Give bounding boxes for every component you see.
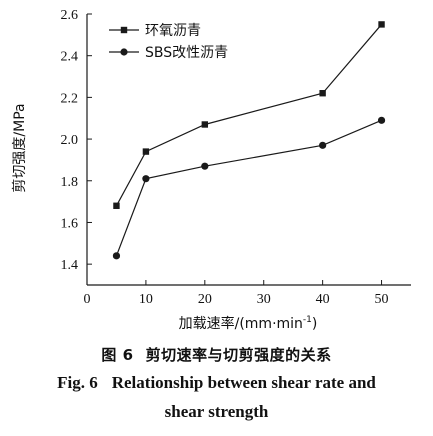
- figure-caption-en-line1: Fig. 6 Relationship between shear rate an…: [0, 373, 433, 393]
- chart-axes: [86, 14, 411, 286]
- y-tick-label: 1.6: [61, 216, 79, 231]
- y-axis-label: 剪切强度/MPa: [12, 103, 28, 192]
- data-point-circle: [142, 175, 150, 183]
- legend-label-2: SBS改性沥青: [145, 45, 228, 61]
- chart-ticks: 0 10 20 30 40 50 1.4 1.6 1.8 2.0 2.2 2.4 2.6: [61, 8, 389, 307]
- x-axis-label-sup: -1: [303, 315, 312, 325]
- figure-title-cn: 剪切速率与切剪强度的关系: [145, 346, 332, 364]
- chart-series: [112, 21, 386, 260]
- figure-title-en-line1: Relationship between shear rate and: [111, 373, 376, 392]
- figure-number-cn: 图 6: [101, 346, 134, 364]
- y-tick-label: 2.0: [61, 133, 79, 148]
- x-tick-label: 0: [84, 292, 91, 307]
- data-point-circle: [112, 252, 121, 260]
- y-tick-label: 2.6: [61, 8, 79, 23]
- y-tick-label: 1.4: [61, 258, 79, 273]
- data-point-circle: [319, 141, 327, 149]
- legend-marker-square: [120, 26, 128, 34]
- x-tick-label: 10: [139, 292, 153, 307]
- legend-marker-circle: [120, 48, 128, 56]
- y-tick-label: 2.2: [61, 91, 79, 106]
- x-axis-label-main: 加载速率/(mm·min: [179, 315, 303, 332]
- data-point-circle: [201, 162, 209, 170]
- x-tick-label: 30: [257, 292, 271, 307]
- x-axis-label: 加载速率/(mm·min-1): [179, 315, 318, 332]
- data-point-square: [113, 202, 120, 209]
- y-tick-label: 1.8: [61, 175, 79, 190]
- x-tick-label: 40: [316, 292, 330, 307]
- data-point-circle: [377, 116, 386, 124]
- x-tick-label: 50: [375, 292, 389, 307]
- y-tick-label: 2.4: [61, 50, 79, 65]
- data-point-square: [378, 21, 385, 28]
- data-point-square: [319, 90, 326, 97]
- x-axis-label-suffix: ): [312, 316, 317, 332]
- figure-caption-en-line2: shear strength: [164, 402, 269, 421]
- data-point-square: [142, 148, 150, 155]
- x-tick-label: 20: [198, 292, 212, 307]
- figure-number-en: Fig. 6: [57, 373, 98, 392]
- figure-caption-cn: 图 6 剪切速率与切剪强度的关系: [0, 344, 433, 365]
- series-line-2: [115, 119, 382, 257]
- legend-label-1: 环氧沥青: [145, 23, 201, 39]
- shear-strength-chart: 0 10 20 30 40 50 1.4 1.6 1.8 2.0 2.2 2.4 2.6 环氧沥青 SBS…: [12, 8, 411, 332]
- chart-legend: 环氧沥青 SBS改性沥青: [109, 23, 228, 61]
- data-point-square: [201, 121, 209, 128]
